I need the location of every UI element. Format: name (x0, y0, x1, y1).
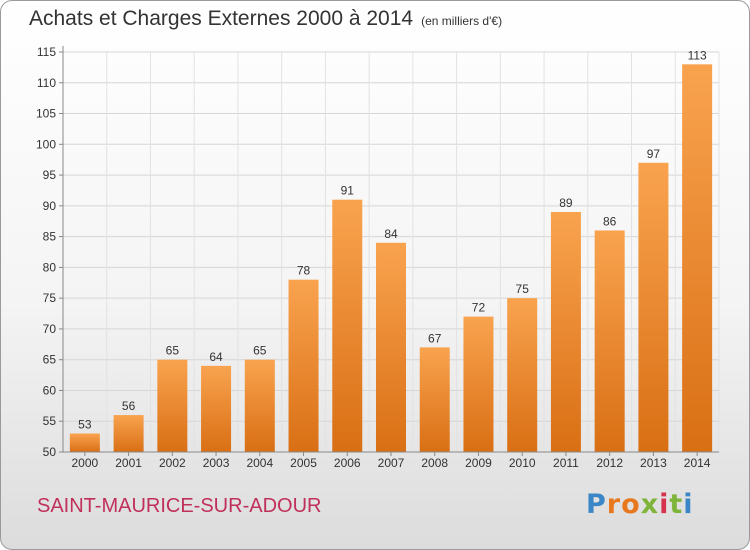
data-label: 75 (516, 282, 530, 296)
bar (419, 347, 450, 452)
bar (550, 212, 581, 452)
data-label: 86 (603, 214, 617, 228)
x-tick-label: 2003 (203, 456, 230, 470)
bar (332, 199, 363, 452)
y-tick-label: 65 (43, 353, 57, 367)
x-tick-label: 2012 (596, 456, 623, 470)
logo-letter: P (586, 489, 607, 520)
y-tick-label: 80 (43, 260, 57, 274)
chart-title: Achats et Charges Externes 2000 à 2014 (e… (29, 7, 502, 31)
y-tick-label: 100 (36, 137, 56, 151)
logo-letter: x (640, 489, 660, 520)
y-tick-label: 50 (43, 445, 57, 459)
x-tick-label: 2000 (72, 456, 99, 470)
x-tick-label: 2013 (640, 456, 667, 470)
x-tick-label: 2008 (421, 456, 448, 470)
bar (682, 64, 713, 453)
data-label: 53 (78, 418, 92, 432)
bars (69, 64, 713, 453)
data-label: 56 (122, 399, 136, 413)
x-tick-label: 2004 (246, 456, 273, 470)
y-tick-label: 95 (43, 168, 57, 182)
bar (244, 359, 275, 452)
y-tick-label: 70 (43, 322, 57, 336)
data-label: 91 (341, 184, 355, 198)
y-tick-label: 55 (43, 414, 57, 428)
x-tick-label: 2011 (553, 456, 579, 470)
logo-letter: t (669, 489, 684, 520)
data-label: 97 (647, 147, 661, 161)
data-label: 89 (559, 196, 573, 210)
bar (157, 359, 188, 452)
y-tick-label: 105 (36, 107, 56, 121)
logo-letter: o (621, 489, 641, 520)
x-tick-label: 2006 (334, 456, 361, 470)
town-name: SAINT-MAURICE-SUR-ADOUR (37, 495, 322, 517)
proxiti-logo[interactable]: Proxiti (586, 489, 694, 520)
data-label: 78 (297, 264, 311, 278)
x-tick-label: 2005 (290, 456, 317, 470)
labels: 53 56 65 64 65 78 91 84 67 72 75 89 86 97 113 (78, 48, 707, 431)
y-tick-label: 75 (43, 291, 57, 305)
data-label: 64 (209, 350, 223, 364)
data-label: 84 (384, 227, 398, 241)
logo-letter: r (606, 489, 622, 520)
bar (594, 230, 625, 452)
bar (376, 242, 406, 452)
logo-letter: i (659, 489, 670, 520)
axes: 50 55 60 65 70 75 80 85 90 95 100 105 110 115 2000 2001… (36, 45, 719, 470)
chart-title-text: Achats et Charges Externes 2000 à 2014 (29, 7, 414, 30)
data-label: 113 (688, 48, 707, 62)
bar (463, 316, 494, 452)
data-label: 72 (472, 301, 486, 315)
y-tick-label: 85 (43, 230, 57, 244)
bar (113, 415, 144, 452)
bar (507, 298, 538, 452)
y-tick-label: 110 (37, 76, 56, 90)
data-label: 65 (166, 344, 180, 358)
x-tick-label: 2014 (684, 456, 711, 470)
x-tick-label: 2010 (509, 456, 536, 470)
bar (69, 433, 100, 452)
bar (288, 279, 319, 452)
x-tick-label: 2001 (115, 456, 142, 470)
data-label: 67 (428, 331, 442, 345)
bar (638, 162, 669, 452)
data-label: 65 (253, 344, 267, 358)
x-tick-label: 2009 (465, 456, 492, 470)
bar (201, 365, 232, 452)
logo-letter: i (683, 489, 694, 520)
y-tick-label: 115 (37, 45, 56, 59)
y-tick-label: 60 (43, 383, 57, 397)
y-tick-label: 90 (43, 199, 57, 213)
x-tick-label: 2007 (378, 456, 405, 470)
chart-subtitle: (en milliers d'€) (421, 14, 503, 28)
x-tick-label: 2002 (159, 456, 186, 470)
